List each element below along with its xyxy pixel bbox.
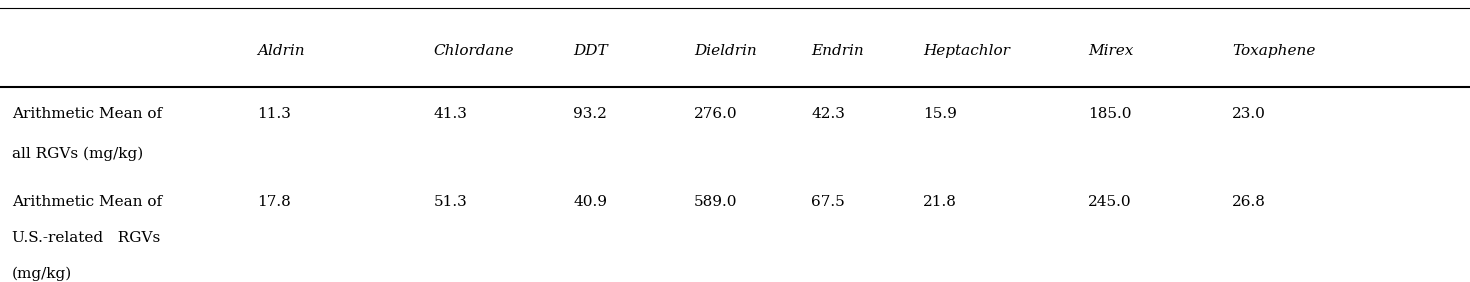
Text: 276.0: 276.0 (694, 107, 738, 121)
Text: 17.8: 17.8 (257, 195, 291, 209)
Text: Mirex: Mirex (1088, 44, 1133, 58)
Text: 51.3: 51.3 (434, 195, 467, 209)
Text: Toxaphene: Toxaphene (1232, 44, 1316, 58)
Text: Arithmetic Mean of: Arithmetic Mean of (12, 195, 162, 209)
Text: Arithmetic Mean of: Arithmetic Mean of (12, 107, 162, 121)
Text: Endrin: Endrin (811, 44, 864, 58)
Text: 93.2: 93.2 (573, 107, 607, 121)
Text: 185.0: 185.0 (1088, 107, 1132, 121)
Text: DDT: DDT (573, 44, 609, 58)
Text: (mg/kg): (mg/kg) (12, 266, 72, 281)
Text: 67.5: 67.5 (811, 195, 845, 209)
Text: 41.3: 41.3 (434, 107, 467, 121)
Text: U.S.-related   RGVs: U.S.-related RGVs (12, 231, 160, 245)
Text: 26.8: 26.8 (1232, 195, 1266, 209)
Text: 23.0: 23.0 (1232, 107, 1266, 121)
Text: Heptachlor: Heptachlor (923, 44, 1010, 58)
Text: 21.8: 21.8 (923, 195, 957, 209)
Text: Dieldrin: Dieldrin (694, 44, 757, 58)
Text: Chlordane: Chlordane (434, 44, 514, 58)
Text: all RGVs (mg/kg): all RGVs (mg/kg) (12, 146, 143, 161)
Text: 40.9: 40.9 (573, 195, 607, 209)
Text: 15.9: 15.9 (923, 107, 957, 121)
Text: 589.0: 589.0 (694, 195, 738, 209)
Text: Aldrin: Aldrin (257, 44, 304, 58)
Text: 245.0: 245.0 (1088, 195, 1132, 209)
Text: 11.3: 11.3 (257, 107, 291, 121)
Text: 42.3: 42.3 (811, 107, 845, 121)
